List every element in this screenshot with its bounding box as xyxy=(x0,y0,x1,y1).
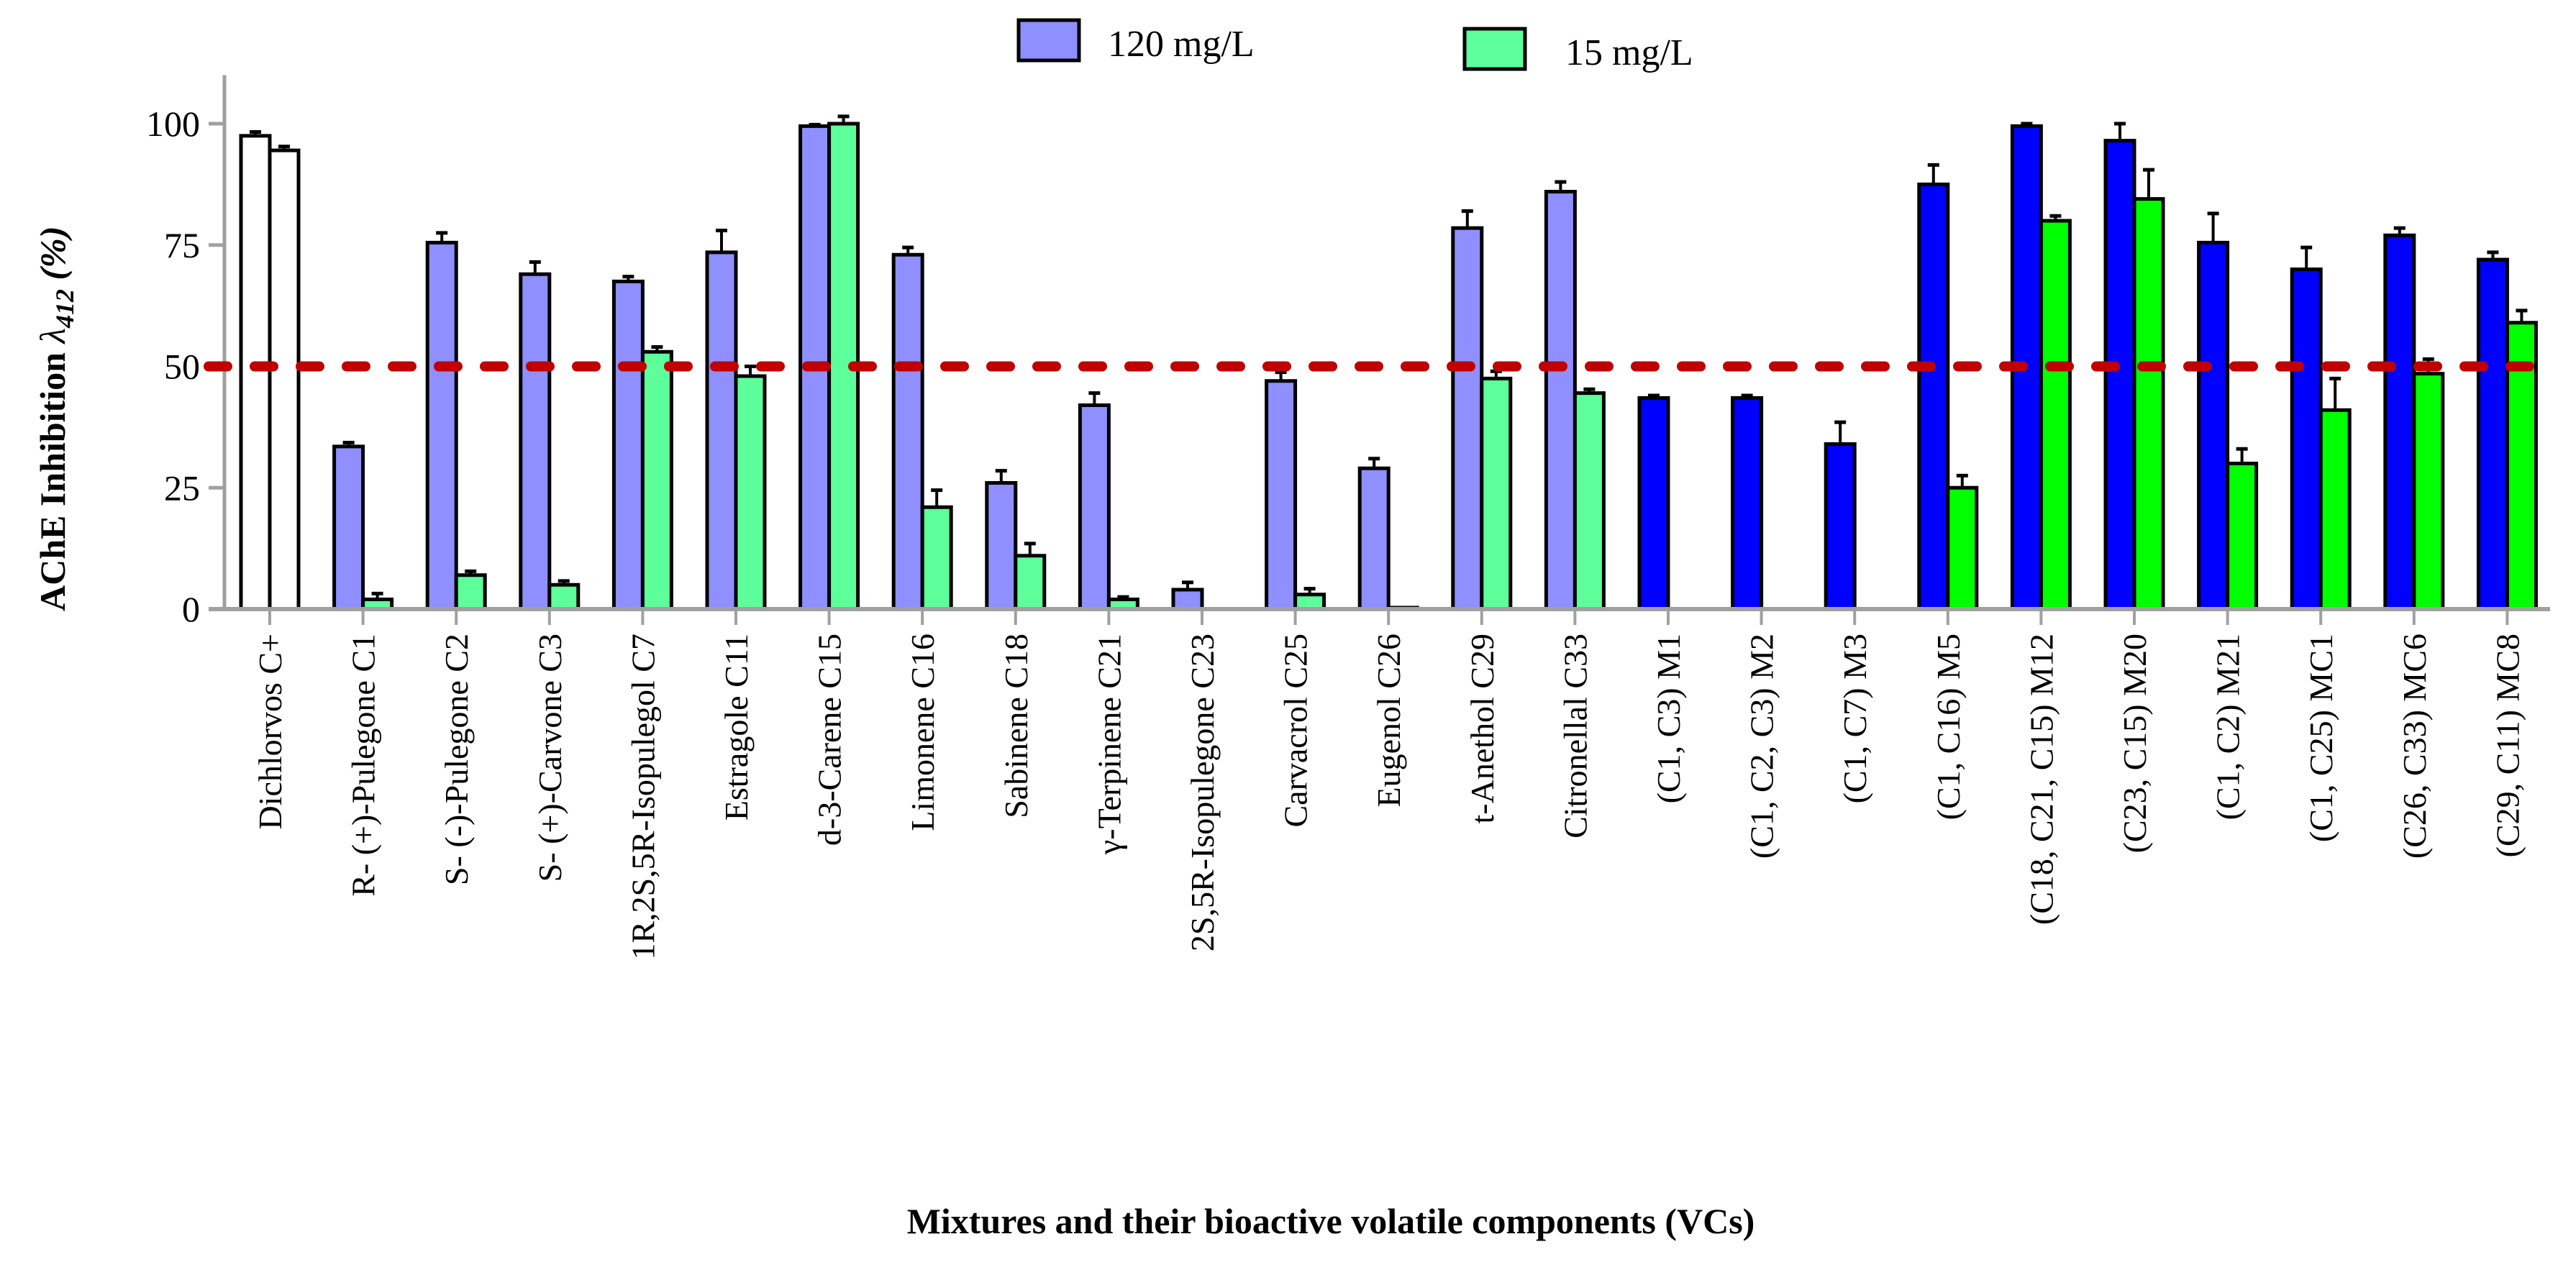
bar-120-2 xyxy=(425,240,458,611)
x-axis: Dichlorvos C+ R- (+)-Pulegone C1 S- (-)-Pu… xyxy=(209,607,2550,960)
x-tick-label: 1R,2S,5R-Isopulegol C7 xyxy=(624,634,661,960)
x-tick-label: S- (+)-Carvone C3 xyxy=(532,634,568,882)
bar-15-11 xyxy=(1293,593,1326,611)
bar-120-12 xyxy=(1357,466,1391,611)
bar-120-24 xyxy=(2476,257,2509,611)
legend: 120 mg/L 15 mg/L xyxy=(1016,18,1693,73)
x-tick-label: d-3-Carene C15 xyxy=(811,634,848,846)
bar-120-8 xyxy=(985,481,1018,611)
bar-15-4 xyxy=(640,349,673,611)
x-tick-label: (C23, C15) M20 xyxy=(2116,634,2153,853)
bar-120-22 xyxy=(2290,268,2323,611)
y-tick-label: 100 xyxy=(146,104,200,144)
bar-15-22 xyxy=(2318,408,2352,611)
y-tick-label: 0 xyxy=(182,589,200,629)
x-tick-label: S- (-)-Pulegone C2 xyxy=(438,634,475,885)
bar-120-7 xyxy=(891,252,924,611)
x-tick-label: (C1, C25) MC1 xyxy=(2303,634,2339,842)
x-tick-label: Estragole C11 xyxy=(718,634,755,821)
bar-120-5 xyxy=(705,250,738,611)
bar-15-20 xyxy=(2132,197,2165,611)
bar-15-19 xyxy=(2039,219,2072,611)
y-title-sub: 412 xyxy=(50,289,79,329)
y-tick-label: 25 xyxy=(164,467,200,508)
bar-120-11 xyxy=(1265,379,1298,611)
x-tick-label: t-Anethol C29 xyxy=(1464,634,1501,823)
bar-120-23 xyxy=(2383,233,2416,611)
bar-120-15 xyxy=(1637,396,1670,611)
y-title-unit: (%) xyxy=(32,227,73,289)
x-axis-title: Mixtures and their bioactive volatile co… xyxy=(907,1201,1755,1241)
bar-15-7 xyxy=(920,505,953,611)
bar-120-0 xyxy=(239,134,272,611)
x-tick-label: (C18, C21, C15) M12 xyxy=(2023,634,2060,925)
bar-120-21 xyxy=(2197,240,2230,611)
x-tick-label: γ-Terpinene C21 xyxy=(1091,634,1127,855)
bar-15-13 xyxy=(1480,376,1513,611)
legend-label-120: 120 mg/L xyxy=(1108,24,1255,65)
bar-120-4 xyxy=(611,279,645,611)
x-tick-label: (C1, C2, C3) M2 xyxy=(1744,634,1780,859)
y-tick-label: 50 xyxy=(164,347,200,387)
legend-swatch-15 xyxy=(1462,27,1527,71)
x-tick-label: (C1, C2) M21 xyxy=(2210,634,2247,820)
y-tick-label: 75 xyxy=(164,225,200,265)
bar-120-10 xyxy=(1171,588,1204,611)
bar-120-1 xyxy=(332,444,365,611)
x-tick-label: (C26, C33) MC6 xyxy=(2396,634,2433,859)
legend-swatch-120 xyxy=(1016,18,1081,63)
x-tick-label: Sabinene C18 xyxy=(998,634,1034,818)
bar-15-8 xyxy=(1014,554,1047,611)
bar-15-21 xyxy=(2226,462,2259,611)
x-tick-label: (C1, C3) M1 xyxy=(1650,634,1687,803)
bar-120-9 xyxy=(1078,403,1111,611)
bar-120-3 xyxy=(519,272,552,611)
x-tick-label: (C1, C7) M3 xyxy=(1837,634,1873,803)
x-tick-label: Limonene C16 xyxy=(904,634,941,831)
x-tick-label: R- (+)-Pulegone C1 xyxy=(345,634,382,897)
x-tick-label: Dichlorvos C+ xyxy=(252,634,288,830)
y-axis-title: AChE Inhibition λ412 (%) xyxy=(32,227,79,612)
bar-15-14 xyxy=(1573,391,1606,611)
y-title-lambda: λ xyxy=(32,328,73,345)
bars xyxy=(239,114,2538,611)
bar-15-18 xyxy=(1946,485,1979,611)
bar-15-5 xyxy=(734,374,767,611)
bar-120-14 xyxy=(1544,190,1577,611)
bar-15-2 xyxy=(454,573,487,611)
x-tick-label: 2S,5R-Isopulegone C23 xyxy=(1184,634,1221,951)
bar-120-16 xyxy=(1731,396,1764,611)
bar-120-18 xyxy=(1917,182,1950,611)
bar-120-20 xyxy=(2103,139,2136,611)
bar-15-0 xyxy=(268,148,301,611)
y-title-main: AChE Inhibition xyxy=(32,344,73,611)
bar-15-3 xyxy=(547,582,581,611)
x-tick-label: (C1, C16) M5 xyxy=(1930,634,1967,820)
y-axis: 0 25 50 75 100 xyxy=(146,75,227,629)
bar-120-13 xyxy=(1451,226,1484,611)
x-tick-label: Carvacrol C25 xyxy=(1278,634,1314,828)
x-tick-label: Eugenol C26 xyxy=(1370,634,1407,807)
x-tick-label: Citronellal C33 xyxy=(1557,634,1593,838)
x-tick-label: (C29, C11) MC8 xyxy=(2489,634,2526,857)
bar-120-17 xyxy=(1824,442,1857,611)
bar-15-23 xyxy=(2412,372,2445,611)
legend-label-15: 15 mg/L xyxy=(1565,32,1693,73)
